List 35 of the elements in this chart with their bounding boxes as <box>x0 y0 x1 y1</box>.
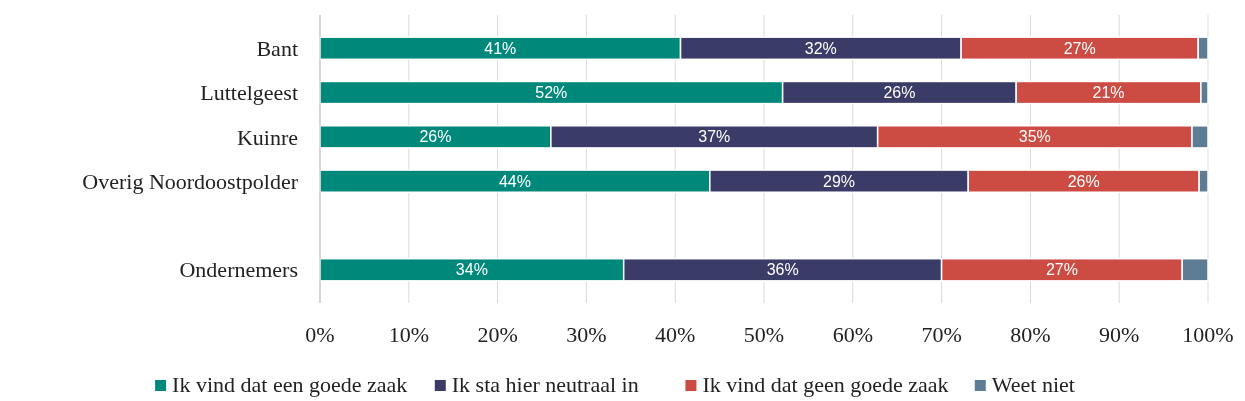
y-tick-label: Kuinre <box>236 124 298 150</box>
x-tick-label: 10% <box>388 322 429 347</box>
data-label: 27% <box>1045 261 1078 279</box>
data-label: 41% <box>484 39 517 57</box>
x-tick-label: 40% <box>655 322 696 347</box>
legend-label: Ik sta hier neutraal in <box>451 372 639 397</box>
y-tick-label: Overig Noordoostpolder <box>82 168 299 194</box>
legend-label: Ik vind dat geen goede zaak <box>702 372 949 397</box>
data-label: 32% <box>804 39 837 57</box>
data-label: 21% <box>1092 84 1125 102</box>
data-label: 27% <box>1063 39 1096 57</box>
x-tick-label: 90% <box>1099 322 1140 347</box>
x-tick-label: 50% <box>743 322 785 347</box>
data-label: 37% <box>698 128 731 146</box>
x-tick-label: 80% <box>1010 322 1051 347</box>
data-label: 35% <box>1018 128 1051 146</box>
x-tick-label: 100% <box>1182 322 1234 347</box>
data-label: 26% <box>883 84 916 102</box>
data-label: 26% <box>419 128 452 146</box>
y-tick-label: Bant <box>256 35 298 61</box>
x-tick-label: 20% <box>477 322 518 347</box>
x-tick-label: 60% <box>832 322 873 347</box>
data-label: 26% <box>1067 172 1100 190</box>
x-tick-label: 0% <box>305 322 335 347</box>
legend-label: Weet niet <box>991 372 1075 397</box>
data-label: 34% <box>455 261 488 279</box>
x-tick-label: 30% <box>566 322 607 347</box>
x-tick-label: 70% <box>921 322 962 347</box>
data-label: 36% <box>766 261 799 279</box>
data-label: 29% <box>823 172 856 190</box>
legend-label: Ik vind dat een goede zaak <box>172 372 408 397</box>
y-tick-label: Luttelgeest <box>200 80 298 106</box>
data-label: 52% <box>535 84 568 102</box>
data-label: 44% <box>498 172 531 190</box>
y-tick-label: Ondernemers <box>179 257 298 283</box>
